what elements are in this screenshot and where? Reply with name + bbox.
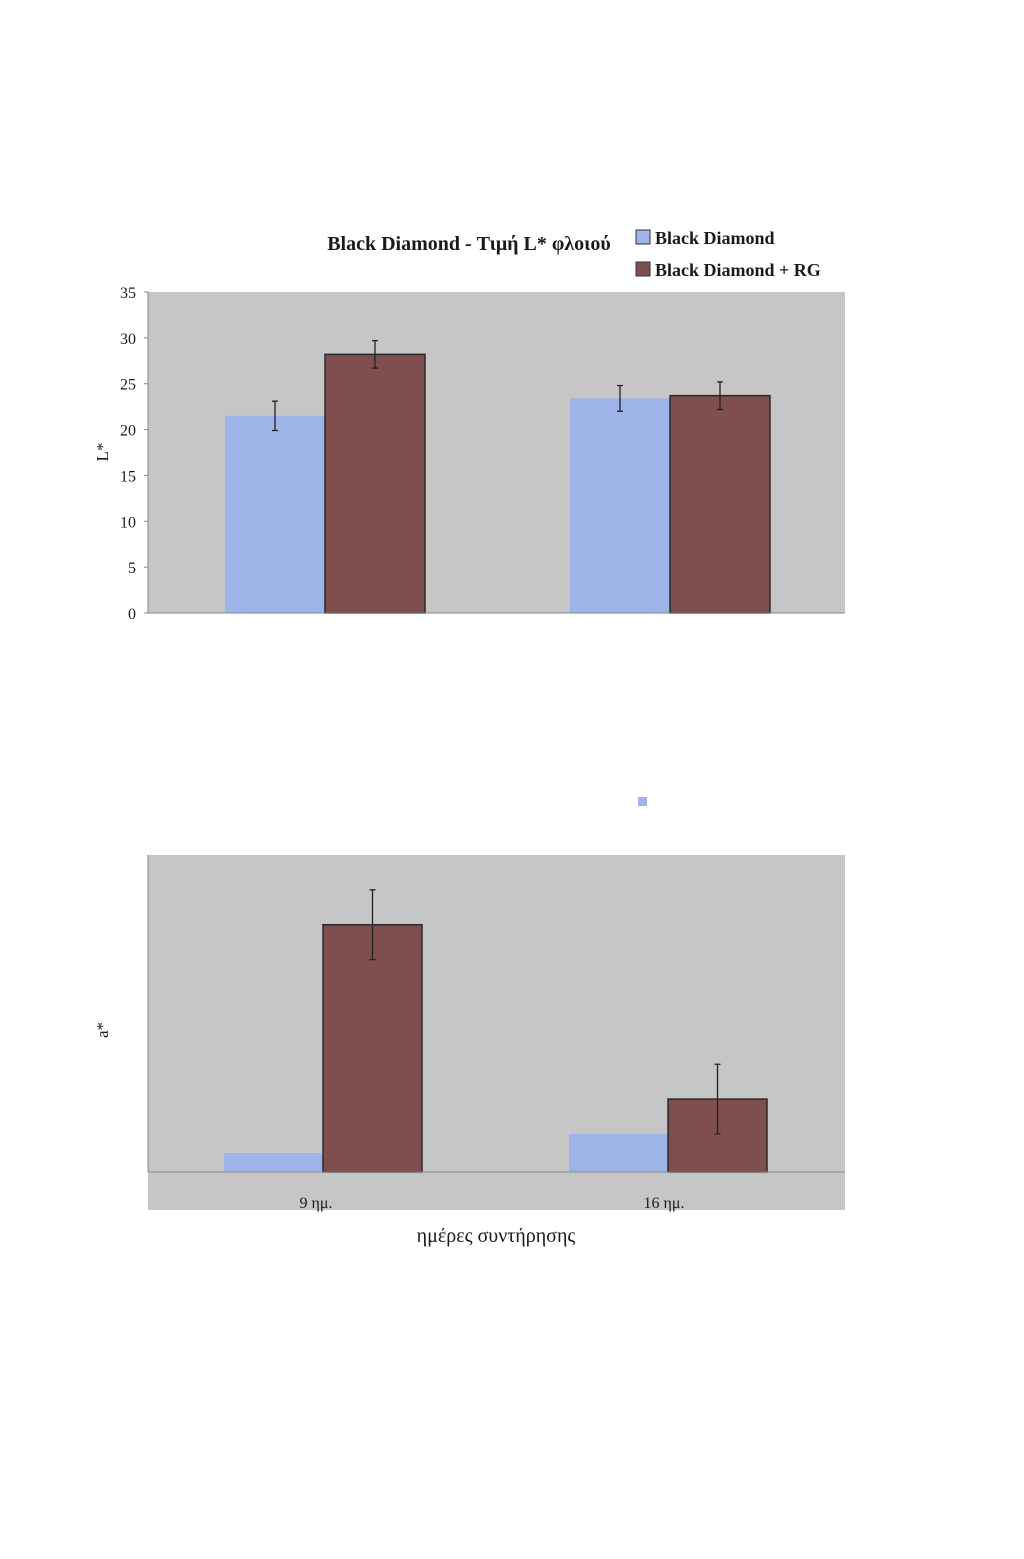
y-tick-label-5: 20 <box>120 423 136 440</box>
y-axis-label: L* <box>93 443 112 462</box>
chart-title: Black Diamond - Τιμή L* φλοιού <box>327 233 611 255</box>
bar-series-1-cat-1 <box>225 415 325 613</box>
x-tick-label-2: 16 ημ. <box>644 1195 685 1212</box>
bar-series-1-cat-1 <box>224 1152 323 1172</box>
legend-swatch-series-1 <box>635 229 651 245</box>
y-tick-label-2: 5 <box>128 560 136 577</box>
bar-series-1-cat-2 <box>570 398 670 613</box>
y-axis-label: a* <box>93 1022 112 1038</box>
y-tick-label-8: 35 <box>120 285 136 302</box>
legend-label-series-1: Black Diamond <box>655 228 775 248</box>
y-tick-label-4: 15 <box>120 468 136 485</box>
l-star-chart: 0 5 10 15 20 25 30 35 Black Diamond - Τιμή L* φ… <box>93 228 845 623</box>
y-tick-label-1: 0 <box>128 606 136 623</box>
y-tick-label-3: 10 <box>120 514 136 531</box>
x-tick-label-1: 9 ημ. <box>300 1195 333 1212</box>
bar-series-1-cat-2 <box>569 1133 668 1172</box>
x-axis-label: ημέρες συντήρησης <box>417 1225 576 1247</box>
legend-fragment-swatch <box>638 797 647 806</box>
bar-series-2-cat-1 <box>324 353 426 614</box>
y-tick-label-7: 30 <box>120 331 136 348</box>
legend-label-series-2: Black Diamond + RG <box>655 260 821 280</box>
bar-series-2-cat-1 <box>322 923 423 1173</box>
legend-swatch-series-2 <box>635 261 651 277</box>
y-tick-label-6: 25 <box>120 377 136 394</box>
